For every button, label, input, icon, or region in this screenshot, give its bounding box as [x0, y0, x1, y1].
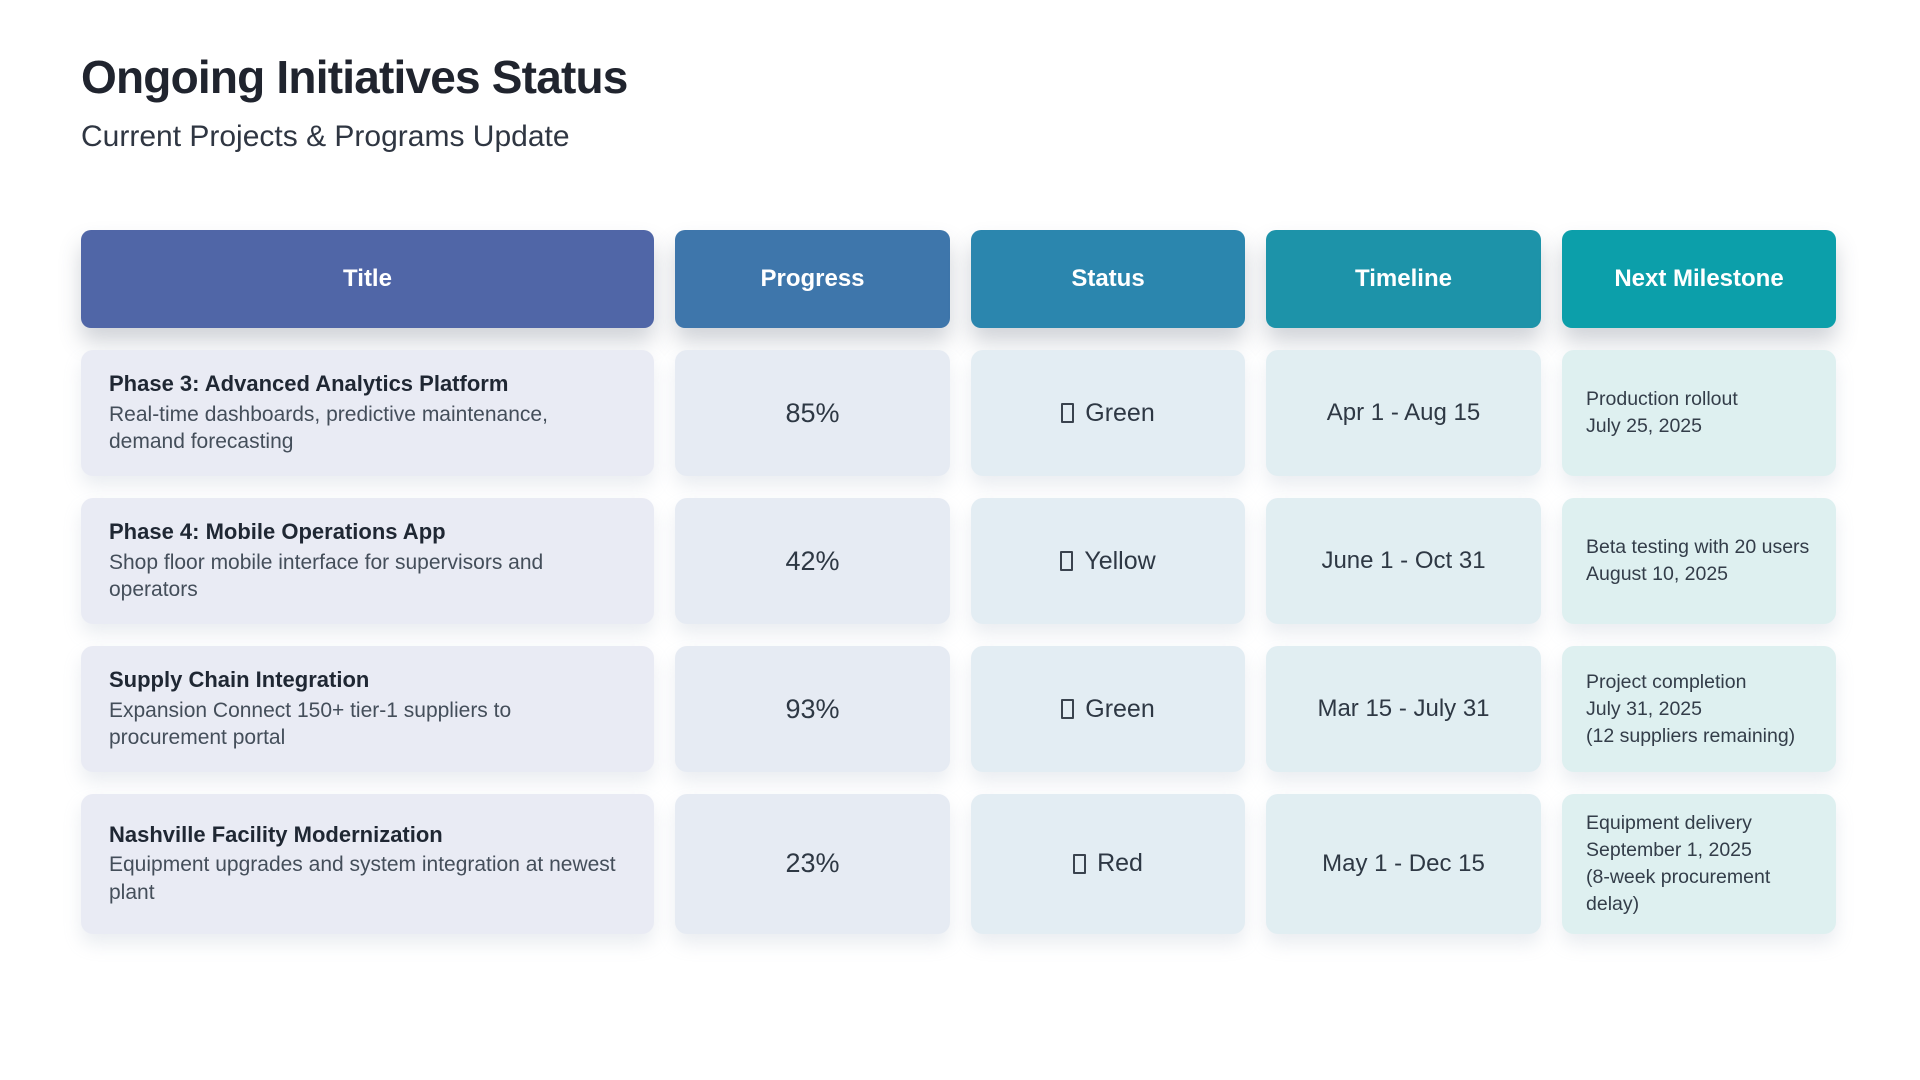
progress-value: 42% [785, 545, 840, 576]
status-label: Green [1085, 694, 1155, 723]
initiative-title: Phase 3: Advanced Analytics Platform [109, 371, 509, 396]
initiative-title: Nashville Facility Modernization [109, 821, 443, 847]
table-row-3-timeline-cell: Mar 15 - July 31 [1266, 646, 1541, 773]
status-label: Yellow [1084, 546, 1156, 575]
page-title: Ongoing Initiatives Status [81, 51, 628, 103]
header-title: Title [81, 230, 654, 328]
initiative-description: Real-time dashboards, predictive mainten… [109, 402, 548, 454]
milestone-text: Beta testing with 20 users August 10, 20… [1586, 536, 1810, 586]
status-missing-glyph-icon [1073, 853, 1087, 874]
status-missing-glyph-icon [1061, 699, 1075, 720]
table-row-2-status-cell: Yellow [971, 498, 1245, 625]
page-subtitle: Current Projects & Programs Update [81, 120, 570, 153]
milestone-text: Production rollout July 25, 2025 [1586, 388, 1738, 438]
status-value: Yellow [1060, 546, 1156, 576]
header-status: Status [971, 230, 1245, 328]
initiative-description: Expansion Connect 150+ tier-1 suppliers … [109, 698, 512, 750]
initiative-title: Phase 4: Mobile Operations App [109, 519, 446, 545]
table-row-2-milestone-cell: Beta testing with 20 users August 10, 20… [1562, 498, 1836, 625]
table-row-2-timeline-cell: June 1 - Oct 31 [1266, 498, 1541, 625]
table-row-1-status-cell: Green [971, 350, 1245, 477]
status-value: Green [1061, 694, 1155, 724]
status-value: Green [1061, 398, 1155, 428]
header-timeline: Timeline [1266, 230, 1541, 328]
table-row-3-milestone-cell: Project completion July 31, 2025 (12 sup… [1562, 646, 1836, 773]
table-row-3-progress-cell: 93% [675, 646, 950, 773]
timeline-value: June 1 - Oct 31 [1321, 547, 1486, 575]
table-row-3-status-cell: Green [971, 646, 1245, 773]
initiative-description: Shop floor mobile interface for supervis… [109, 550, 544, 602]
status-label: Green [1085, 398, 1155, 427]
timeline-value: May 1 - Dec 15 [1322, 849, 1485, 877]
timeline-value: Apr 1 - Aug 15 [1326, 399, 1481, 427]
milestone-text: Equipment delivery September 1, 2025 (8-… [1586, 812, 1771, 915]
table-row-4-progress-cell: 23% [675, 794, 950, 934]
initiative-title: Supply Chain Integration [109, 667, 370, 693]
initiative-description: Equipment upgrades and system integratio… [109, 853, 616, 905]
status-missing-glyph-icon [1061, 403, 1075, 424]
status-label: Red [1097, 849, 1143, 878]
table-row-4-status-cell: Red [971, 794, 1245, 934]
timeline-value: Mar 15 - July 31 [1317, 695, 1490, 723]
status-value: Red [1073, 849, 1143, 878]
status-missing-glyph-icon [1060, 551, 1074, 572]
progress-value: 93% [785, 693, 840, 724]
progress-value: 23% [785, 848, 840, 879]
milestone-text: Project completion July 31, 2025 (12 sup… [1586, 670, 1796, 747]
table-row-4-timeline-cell: May 1 - Dec 15 [1266, 794, 1541, 934]
header-progress: Progress [675, 230, 950, 328]
table-row-4-title-cell: Nashville Facility Modernization Equipme… [81, 794, 654, 934]
table-row-1-timeline-cell: Apr 1 - Aug 15 [1266, 350, 1541, 477]
header-next-milestone: Next Milestone [1562, 230, 1836, 328]
table-row-1-title-cell: Phase 3: Advanced Analytics Platform Rea… [81, 350, 654, 477]
table-row-1-milestone-cell: Production rollout July 25, 2025 [1562, 350, 1836, 477]
initiatives-table: Title Progress Status Timeline Next Mile… [81, 230, 1838, 934]
table-row-4-milestone-cell: Equipment delivery September 1, 2025 (8-… [1562, 794, 1836, 934]
table-row-3-title-cell: Supply Chain Integration Expansion Conne… [81, 646, 654, 773]
progress-value: 85% [785, 397, 840, 428]
table-row-2-progress-cell: 42% [675, 498, 950, 625]
table-row-2-title-cell: Phase 4: Mobile Operations App Shop floo… [81, 498, 654, 625]
table-row-1-progress-cell: 85% [675, 350, 950, 477]
